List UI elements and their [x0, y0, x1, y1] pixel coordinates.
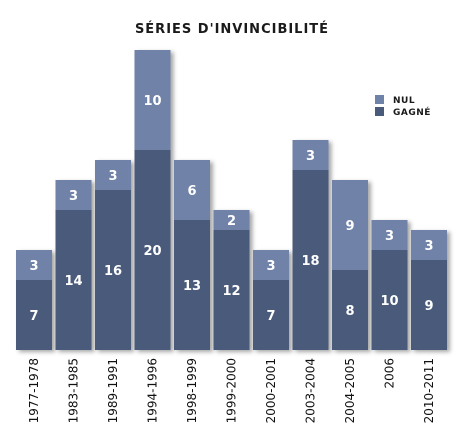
x-tick-label-2003-2004: 2003-2004 [304, 358, 318, 423]
x-tick-label-1999-2000: 1999-2000 [225, 358, 239, 423]
data-label-gagne-1994-1996: 20 [143, 244, 161, 259]
x-tick-label-1994-1996: 1994-1996 [146, 358, 160, 423]
bar-gagne-2006 [371, 250, 408, 350]
data-label-gagne-2000-2001: 7 [266, 309, 275, 324]
bar-column-1998-1999 [174, 160, 210, 350]
data-label-nul-1983-1985: 3 [69, 189, 78, 204]
data-label-gagne-2003-2004: 18 [301, 254, 319, 269]
bar-column-2004-2005 [332, 180, 368, 350]
data-label-nul-1999-2000: 2 [227, 214, 236, 229]
x-tick-label-2000-2001: 2000-2001 [264, 358, 278, 423]
legend: NUL GAGNÉ [375, 95, 431, 118]
bar-column-1983-1985 [55, 180, 92, 350]
bar-nul-1998-1999 [174, 160, 210, 220]
legend-label-nul: NUL [393, 96, 415, 106]
chart-title: SÉRIES D'INVINCIBILITÉ [135, 21, 329, 37]
data-label-gagne-1983-1985: 14 [64, 274, 82, 289]
data-label-gagne-2006: 10 [380, 294, 398, 309]
bar-nul-1977-1978 [16, 250, 52, 280]
data-label-gagne-1998-1999: 13 [183, 279, 201, 294]
bar-nul-2004-2005 [332, 180, 368, 270]
bar-column-1999-2000 [213, 210, 250, 350]
data-label-nul-2006: 3 [385, 229, 394, 244]
x-tick-label-1983-1985: 1983-1985 [67, 358, 81, 423]
data-label-gagne-1989-1991: 16 [104, 264, 122, 279]
x-tick-label-2006: 2006 [383, 358, 397, 389]
data-label-gagne-2004-2005: 8 [345, 304, 354, 319]
bar-nul-2003-2004 [292, 140, 329, 170]
x-tick-label-1977-1978: 1977-1978 [27, 358, 41, 423]
legend-swatch-gagne [375, 107, 384, 116]
data-label-nul-2010-2011: 3 [424, 239, 433, 254]
bar-gagne-2010-2011 [411, 260, 447, 350]
bar-column-1994-1996 [134, 50, 171, 350]
data-label-gagne-1977-1978: 7 [29, 309, 38, 324]
bar-nul-1989-1991 [95, 160, 131, 190]
bar-column-2000-2001 [253, 250, 289, 350]
bar-column-2010-2011 [411, 230, 447, 350]
legend-swatch-nul [375, 95, 384, 104]
data-label-nul-1994-1996: 10 [143, 94, 161, 109]
bar-column-2006 [371, 220, 408, 350]
data-label-nul-1998-1999: 6 [187, 184, 196, 199]
data-label-gagne-2010-2011: 9 [424, 299, 433, 314]
bar-gagne-1999-2000 [213, 230, 250, 350]
bar-gagne-1983-1985 [55, 210, 92, 350]
data-label-gagne-1999-2000: 12 [222, 284, 240, 299]
data-label-nul-1989-1991: 3 [108, 169, 117, 184]
bars-group: 7 3 1977-1978 14 3 1983-1985 16 3 1989-1991 20 10 1… [16, 50, 447, 423]
x-tick-label-1989-1991: 1989-1991 [106, 358, 120, 423]
bar-gagne-2003-2004 [292, 170, 329, 350]
legend-label-gagne: GAGNÉ [393, 106, 431, 118]
x-tick-label-2004-2005: 2004-2005 [343, 358, 357, 423]
data-label-nul-2003-2004: 3 [306, 149, 315, 164]
bar-nul-2006 [371, 220, 408, 250]
bar-gagne-1989-1991 [95, 190, 131, 350]
x-tick-label-2010-2011: 2010-2011 [422, 358, 436, 423]
x-tick-label-1998-1999: 1998-1999 [185, 358, 199, 423]
bar-gagne-1994-1996 [134, 150, 171, 350]
bar-column-1977-1978 [16, 250, 52, 350]
bar-nul-1994-1996 [134, 50, 171, 150]
data-label-nul-1977-1978: 3 [29, 259, 38, 274]
bar-nul-1999-2000 [213, 210, 250, 230]
bar-column-1989-1991 [95, 160, 131, 350]
bar-nul-1983-1985 [55, 180, 92, 210]
bar-gagne-2004-2005 [332, 270, 368, 350]
bar-gagne-1998-1999 [174, 220, 210, 350]
data-label-nul-2000-2001: 3 [266, 259, 275, 274]
bar-column-2003-2004 [292, 140, 329, 350]
bar-gagne-1977-1978 [16, 280, 52, 350]
data-label-nul-2004-2005: 9 [345, 219, 354, 234]
bar-nul-2010-2011 [411, 230, 447, 260]
bar-nul-2000-2001 [253, 250, 289, 280]
bar-gagne-2000-2001 [253, 280, 289, 350]
